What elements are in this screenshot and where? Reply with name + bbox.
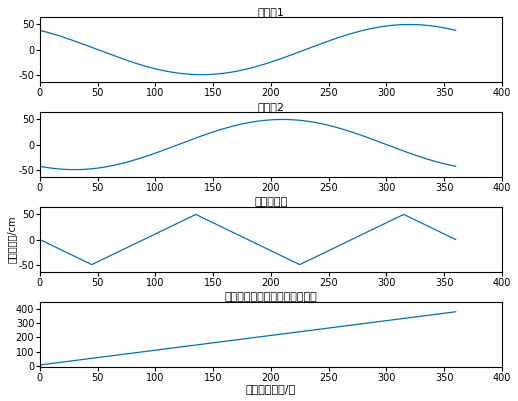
Title: 距离剗1: 距离剗1 xyxy=(257,7,284,17)
Title: 距离差的差: 距离差的差 xyxy=(254,197,287,207)
Y-axis label: 距离差的差/cm: 距离差的差/cm xyxy=(7,216,17,263)
Title: 用距离差的差折算出的声源角度: 用距离差的差折算出的声源角度 xyxy=(224,292,317,302)
Title: 距离剗2: 距离剗2 xyxy=(257,102,284,112)
X-axis label: 声源所在方位/度: 声源所在方位/度 xyxy=(246,384,296,394)
